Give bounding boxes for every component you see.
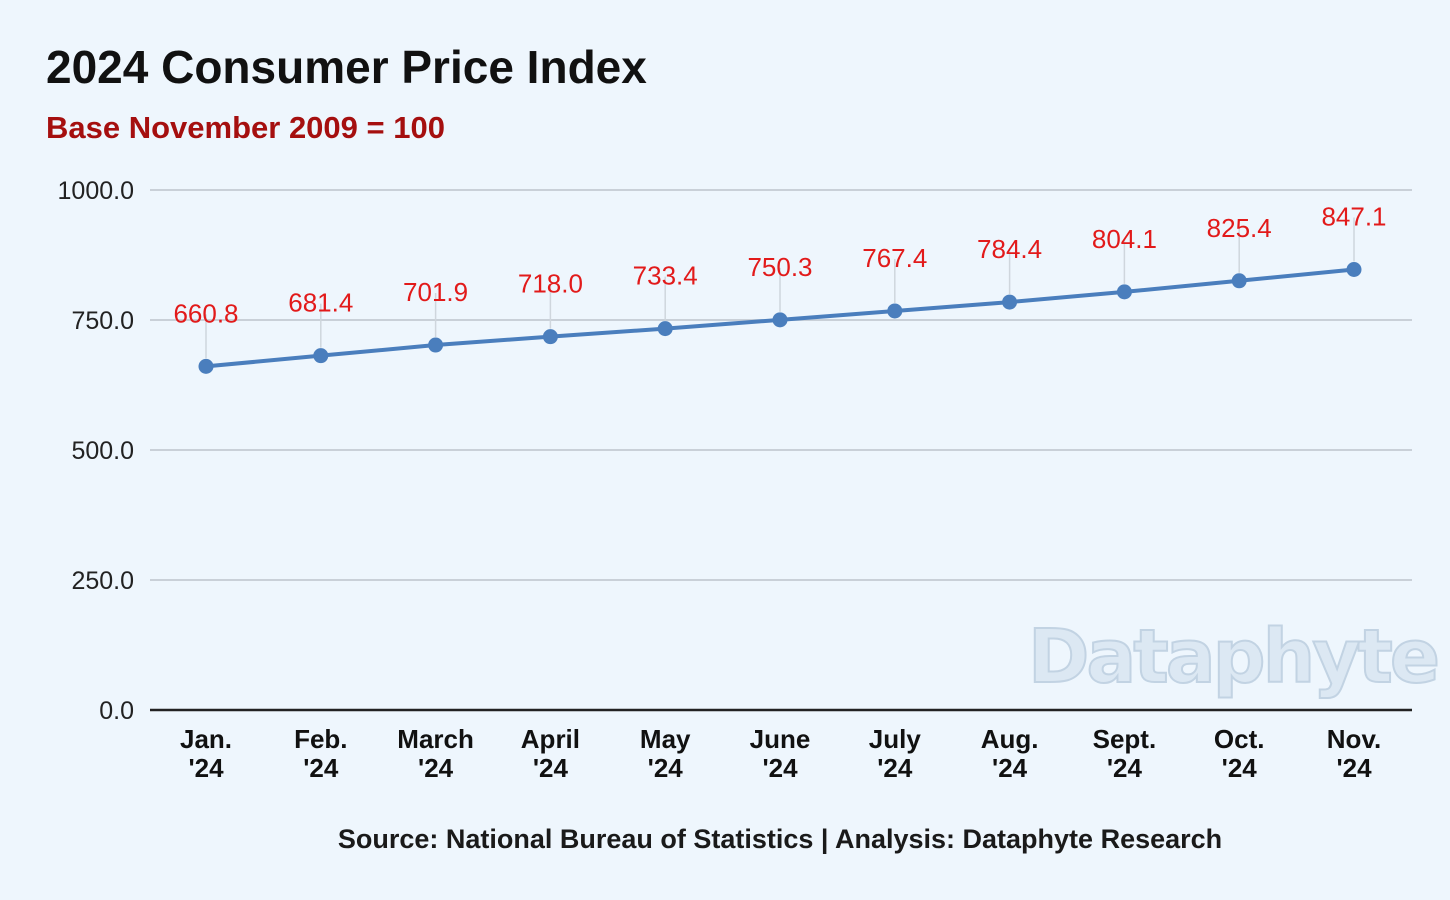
y-tick-label: 1000.0: [58, 177, 134, 205]
x-tick-label: June '24: [750, 724, 811, 783]
data-point: [313, 348, 329, 364]
data-label: 701.9: [403, 277, 468, 307]
data-label: 750.3: [747, 252, 812, 282]
x-tick-label: Feb. '24: [294, 724, 347, 783]
data-point: [657, 321, 673, 337]
data-point: [542, 329, 558, 345]
data-point: [1346, 262, 1362, 278]
dataphyte-watermark-logo: Dataphyte: [1027, 613, 1441, 701]
x-tick-label: Sept. '24: [1093, 724, 1157, 783]
data-label: 681.4: [288, 288, 353, 318]
data-label: 847.1: [1321, 202, 1386, 232]
data-label: 660.8: [173, 298, 238, 328]
data-point: [1116, 284, 1132, 300]
chart-subtitle: Base November 2009 = 100: [46, 110, 445, 145]
data-label: 733.4: [633, 261, 698, 291]
data-point: [198, 358, 214, 374]
chart-source-note: Source: National Bureau of Statistics | …: [337, 824, 1223, 854]
y-tick-label: 750.0: [71, 307, 134, 335]
data-label: 804.1: [1092, 224, 1157, 254]
data-point: [887, 303, 903, 319]
y-tick-label: 500.0: [71, 437, 134, 465]
x-tick-label: March '24: [397, 724, 474, 783]
data-label: 718.0: [518, 269, 583, 299]
x-tick-label: July '24: [869, 724, 922, 783]
data-label: 767.4: [862, 243, 927, 273]
x-tick-label: Nov. '24: [1327, 724, 1381, 783]
x-tick-label: Oct. '24: [1214, 724, 1265, 783]
data-point: [772, 312, 788, 328]
data-label: 825.4: [1207, 213, 1272, 243]
y-tick-label: 0.0: [99, 697, 134, 725]
data-point: [1002, 294, 1018, 310]
data-point: [1231, 273, 1247, 289]
chart-title: 2024 Consumer Price Index: [46, 41, 647, 93]
x-tick-label: Jan. '24: [180, 724, 232, 783]
data-point: [428, 337, 444, 353]
data-label: 784.4: [977, 234, 1042, 264]
y-tick-label: 250.0: [71, 567, 134, 595]
x-tick-label: May '24: [640, 724, 691, 783]
x-tick-label: Aug. '24: [981, 724, 1039, 783]
x-tick-label: April '24: [521, 724, 580, 783]
